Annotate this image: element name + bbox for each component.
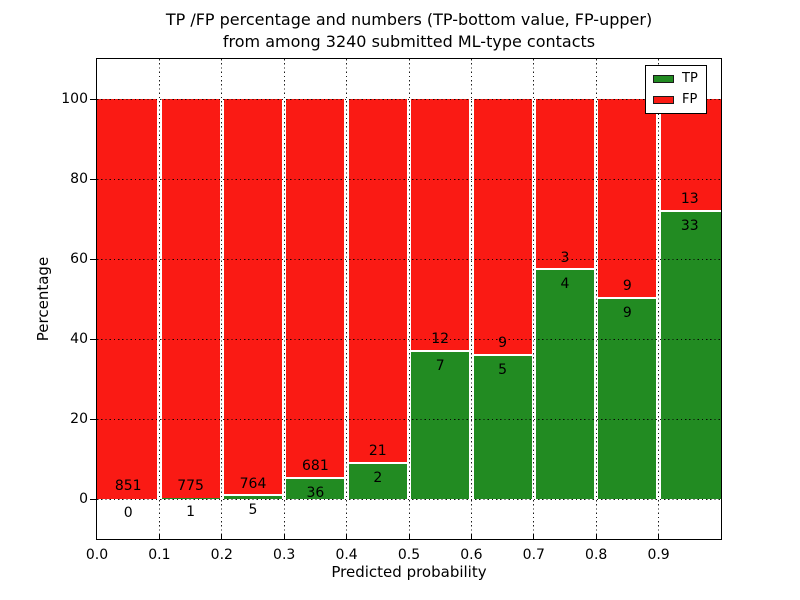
x-tick	[283, 534, 285, 539]
tp-bar-segment	[536, 270, 594, 499]
y-tick	[90, 259, 96, 260]
x-tick	[533, 534, 535, 539]
tp-bar-segment	[598, 299, 657, 499]
plot-area: 851 0 775 1 764 5 681 36 21 2 12 7 9 5 3 4 9 9 13 33	[96, 58, 722, 540]
x-tick	[470, 534, 472, 539]
v-gridline	[533, 59, 535, 539]
x-tick	[595, 534, 597, 539]
x-tick-label: 0.9	[647, 547, 670, 563]
tp-count-label: 33	[680, 218, 699, 235]
x-tick-label: 0.4	[335, 547, 358, 563]
x-tick-label: 0.1	[148, 547, 171, 563]
tp-count-label: 5	[498, 362, 508, 379]
tp-bar-segment	[411, 351, 470, 499]
fp-bar-segment	[286, 99, 345, 479]
fp-count-label: 9	[622, 278, 632, 295]
y-tick-label: 80	[70, 171, 88, 187]
v-gridline	[408, 59, 410, 539]
y-tick	[90, 339, 96, 340]
x-tick-label: 0.5	[397, 547, 421, 563]
fp-bar-segment	[348, 99, 407, 465]
fp-bar-segment	[161, 99, 220, 499]
legend: TP FP	[645, 65, 707, 114]
tp-count-label: 5	[248, 502, 258, 519]
x-tick	[346, 534, 348, 539]
h-gridline	[97, 499, 721, 500]
x-tick-label: 0.2	[210, 547, 233, 563]
fp-bar-segment	[598, 99, 657, 299]
fp-bar-segment	[97, 99, 158, 499]
fp-count-label: 681	[302, 458, 329, 475]
fp-legend-swatch	[653, 96, 674, 104]
tp-legend-swatch	[653, 75, 674, 83]
fp-bar-segment	[473, 99, 532, 357]
x-tick-label: 0.7	[522, 547, 545, 563]
y-tick	[90, 499, 96, 500]
x-tick	[158, 534, 160, 539]
x-tick-label: 0.0	[85, 547, 109, 563]
fp-bar-segment	[660, 99, 721, 213]
chart-title-line1: TP /FP percentage and numbers (TP-bottom…	[165, 10, 653, 29]
tp-count-label: 2	[373, 470, 383, 487]
v-gridline	[221, 59, 223, 539]
h-gridline	[97, 419, 721, 420]
fp-count-label: 13	[680, 191, 699, 208]
fp-count-label: 12	[431, 330, 450, 347]
h-gridline	[97, 339, 721, 340]
x-tick	[408, 534, 410, 539]
h-gridline	[97, 259, 721, 260]
v-gridline	[658, 59, 660, 539]
tp-bar-segment	[660, 212, 721, 499]
tp-count-label: 0	[123, 505, 133, 521]
y-tick-label: 100	[61, 91, 88, 107]
h-gridline	[97, 179, 721, 180]
y-tick	[90, 99, 96, 100]
fp-bar-segment	[536, 99, 594, 271]
chart-title-line2: from among 3240 submitted ML-type contac…	[222, 32, 596, 51]
fp-legend-label: FP	[682, 92, 698, 107]
fp-count-label: 851	[114, 478, 142, 495]
tp-count-label: 7	[435, 357, 445, 374]
v-gridline	[470, 59, 472, 539]
x-tick-label: 0.8	[585, 547, 608, 563]
h-gridline	[97, 99, 721, 100]
v-gridline	[595, 59, 597, 539]
fp-bar-segment	[411, 99, 470, 352]
tp-bar-segment	[224, 496, 282, 499]
x-tick-label: 0.3	[273, 547, 296, 563]
y-tick-label: 40	[70, 331, 88, 347]
v-gridline	[158, 59, 160, 539]
x-axis-label: Predicted probability	[331, 563, 487, 581]
v-gridline	[283, 59, 285, 539]
fp-count-label: 3	[560, 249, 570, 266]
x-tick	[658, 534, 660, 539]
y-tick-label: 20	[70, 411, 88, 427]
legend-row-tp: TP	[653, 71, 698, 87]
fp-count-label: 9	[498, 335, 508, 352]
tp-bar-segment	[348, 464, 407, 499]
x-tick-label: 0.6	[460, 547, 483, 563]
fp-bar-segment	[224, 99, 282, 497]
tp-count-label: 1	[186, 504, 196, 521]
tp-count-label: 4	[560, 276, 570, 293]
legend-row-fp: FP	[653, 92, 698, 108]
y-tick	[90, 419, 96, 420]
tp-bar-segment	[286, 478, 345, 499]
fp-count-label: 764	[239, 475, 267, 492]
fp-count-label: 775	[177, 477, 204, 494]
tp-legend-label: TP	[682, 71, 698, 86]
tp-bar-segment	[161, 498, 220, 499]
fp-count-label: 21	[368, 443, 387, 460]
tp-bar-segment	[473, 356, 532, 499]
y-axis-label: Percentage	[34, 256, 52, 342]
tp-count-label: 36	[306, 484, 325, 501]
y-tick	[90, 179, 96, 180]
y-tick-label: 0	[79, 491, 88, 507]
v-gridline	[346, 59, 348, 539]
x-tick	[221, 534, 223, 539]
tp-count-label: 9	[622, 305, 632, 321]
y-tick-label: 60	[70, 251, 88, 267]
